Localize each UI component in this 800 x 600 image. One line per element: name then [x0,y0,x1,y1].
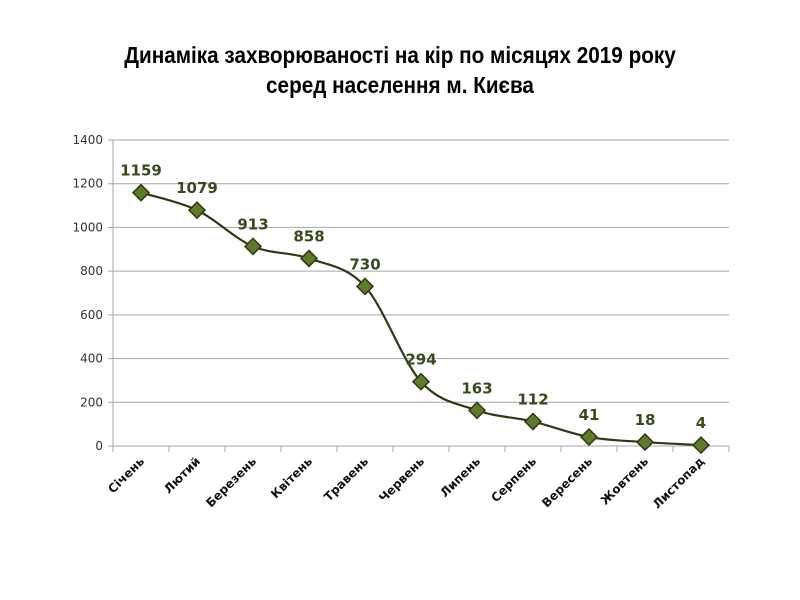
diamond-marker [523,412,543,431]
diamond-marker [467,401,487,420]
y-axis-ticks: 0 200 400 600 800 1000 1200 1400 [72,133,103,453]
x-tick-label: Квітень [268,454,315,501]
y-tick-label: 200 [80,395,103,409]
x-tick-label: Червень [376,454,427,505]
diamond-marker [691,436,711,455]
y-tick-label: 0 [95,439,103,453]
x-tick-label: Січень [105,454,147,496]
diamond-marker [411,372,431,391]
data-label: 913 [237,215,268,233]
data-labels: 1159 1079 913 858 730 294 163 112 41 18 4 [120,162,706,432]
data-label: 4 [696,414,706,432]
gridlines [113,139,729,403]
y-tick-label: 1200 [72,177,103,191]
chart-title-line1: Динаміка захворюваності на кір по місяця… [124,42,676,68]
diamond-marker [187,201,207,220]
diamond-marker [131,183,151,202]
data-markers [131,183,711,455]
data-label: 294 [405,351,436,369]
x-tick-label: Листопад [650,454,707,511]
series-line [140,191,702,447]
diamond-marker [635,433,655,452]
x-tick-label: Вересень [539,454,595,510]
data-label: 112 [517,391,548,409]
data-label: 1159 [120,162,162,180]
y-tick-label: 1000 [72,220,103,234]
x-tick-label: Травень [321,454,371,504]
x-tick-label: Лютий [161,454,203,496]
chart-title-line2: серед населення м. Києва [266,72,534,98]
data-label: 163 [461,379,492,397]
diamond-marker [579,427,599,447]
y-tick-label: 800 [80,264,103,278]
chart-title: Динаміка захворюваності на кір по місяця… [40,40,760,100]
data-label: 858 [293,227,324,245]
diamond-marker [355,277,375,296]
x-tick-label: Жовтень [598,454,652,508]
data-label: 41 [579,406,600,424]
x-tick-label: Березень [203,454,259,510]
diamond-marker [299,249,319,268]
axes [108,139,730,452]
x-axis-ticks: Січень Лютий Березень Квітень Травень Червень… [105,454,707,511]
data-label: 1079 [176,179,218,197]
x-tick-label: Липень [437,454,483,500]
data-label: 18 [635,411,656,429]
x-tick-label: Серпень [488,454,539,505]
y-tick-label: 1400 [72,133,103,147]
y-tick-label: 400 [80,352,103,366]
diamond-marker [243,237,263,256]
y-tick-label: 600 [80,308,103,322]
data-label: 730 [349,255,380,273]
